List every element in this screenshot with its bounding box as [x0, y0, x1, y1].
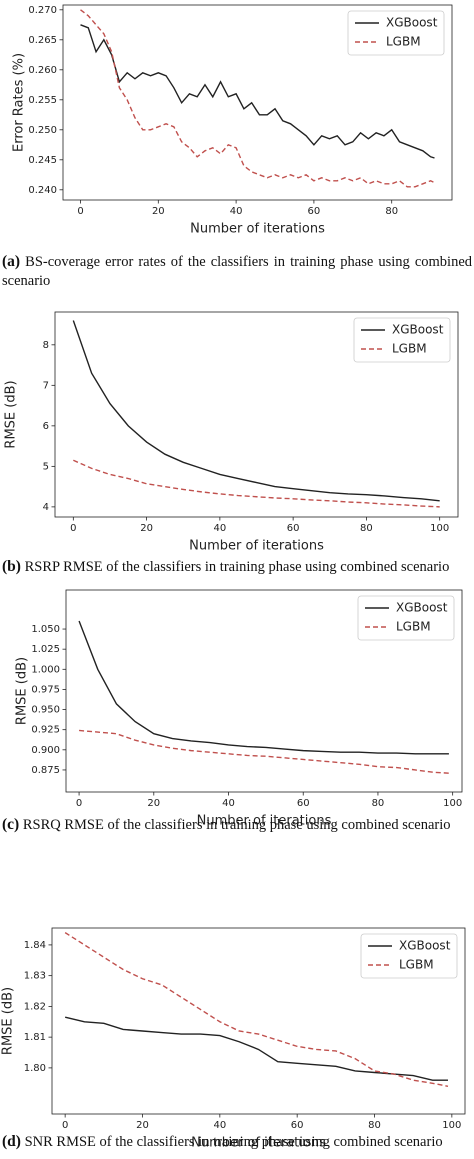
caption-label: (a) — [2, 253, 21, 270]
legend-label: LGBM — [392, 342, 427, 356]
y-tick-label: 1.81 — [24, 1032, 46, 1043]
series-line — [80, 24, 435, 159]
legend: XGBoost LGBM — [360, 933, 458, 979]
x-tick-label: 60 — [291, 1120, 304, 1131]
x-tick-label: 80 — [372, 798, 385, 809]
legend-label: LGBM — [386, 35, 421, 49]
y-tick-label: 0.950 — [31, 705, 60, 716]
series-line — [80, 9, 435, 188]
plot-frame — [65, 589, 463, 793]
series-line — [64, 932, 449, 1088]
legend: XGBoost LGBM — [353, 317, 451, 363]
x-tick-label: 80 — [368, 1120, 381, 1131]
legend-label: XGBoost — [399, 939, 451, 953]
x-tick-label: 100 — [430, 523, 449, 534]
legend-label: XGBoost — [396, 601, 448, 615]
series-line — [78, 620, 449, 755]
x-tick-label: 0 — [76, 798, 82, 809]
y-axis-label: RMSE (dB) — [1, 987, 16, 1055]
y-tick-label: 1.050 — [31, 624, 60, 635]
y-tick-label: 0.270 — [28, 5, 57, 16]
plot-frame — [51, 927, 466, 1115]
y-tick-label: 0.925 — [31, 725, 60, 736]
caption: (a) BS-coverage error rates of the class… — [2, 252, 472, 291]
legend-box — [347, 10, 445, 56]
y-tick-label: 1.84 — [24, 940, 46, 951]
y-tick-label: 0.250 — [28, 125, 57, 136]
x-tick-label: 0 — [77, 206, 83, 217]
x-tick-label: 60 — [308, 206, 321, 217]
caption-label: (c) — [2, 816, 20, 833]
x-tick-label: 20 — [147, 798, 160, 809]
legend-box — [353, 317, 451, 363]
caption-text: RSRP RMSE of the classifiers in training… — [24, 559, 450, 575]
y-tick-label: 0.975 — [31, 684, 60, 695]
x-tick-label: 60 — [297, 798, 310, 809]
x-tick-label: 40 — [213, 1120, 226, 1131]
y-tick-label: 0.260 — [28, 65, 57, 76]
x-axis-label: Number of iterations — [190, 222, 325, 237]
x-tick-label: 40 — [230, 206, 243, 217]
y-tick-label: 0.240 — [28, 185, 57, 196]
x-tick-label: 20 — [152, 206, 165, 217]
y-tick-label: 0.875 — [31, 765, 60, 776]
y-tick-label: 4 — [43, 502, 49, 513]
x-tick-label: 0 — [62, 1120, 68, 1131]
caption-label: (b) — [2, 558, 21, 575]
caption-text: BS-coverage error rates of the classifie… — [2, 254, 473, 289]
x-axis-label: Number of iterations — [191, 1136, 326, 1151]
legend-label: LGBM — [399, 958, 434, 972]
legend-box — [360, 933, 458, 979]
caption-text: SNR RMSE of the classifiers in training … — [24, 1134, 443, 1150]
caption: (d) SNR RMSE of the classifiers in train… — [2, 1132, 472, 1152]
x-axis-label: Number of iterations — [197, 814, 332, 829]
caption-text: RSRQ RMSE of the classifiers in training… — [22, 817, 451, 833]
x-tick-label: 20 — [136, 1120, 149, 1131]
legend-label: XGBoost — [392, 323, 444, 337]
y-tick-label: 1.000 — [31, 664, 60, 675]
plot-frame — [54, 311, 459, 518]
y-tick-label: 0.255 — [28, 95, 57, 106]
caption: (c) RSRQ RMSE of the classifiers in trai… — [2, 815, 472, 835]
legend: XGBoost LGBM — [347, 10, 445, 56]
caption: (b) RSRP RMSE of the classifiers in trai… — [2, 557, 472, 577]
series-line — [64, 1016, 448, 1081]
x-tick-label: 80 — [360, 523, 373, 534]
series-line — [72, 320, 440, 502]
y-tick-label: 8 — [43, 340, 49, 351]
y-tick-label: 0.900 — [31, 745, 60, 756]
y-tick-label: 6 — [43, 421, 49, 432]
legend-box — [357, 595, 455, 641]
legend-label: XGBoost — [386, 16, 438, 30]
y-axis-label: RMSE (dB) — [15, 657, 30, 725]
legend-label: LGBM — [396, 620, 431, 634]
x-axis-label: Number of iterations — [189, 539, 324, 554]
series-line — [79, 729, 449, 774]
x-tick-label: 0 — [70, 523, 76, 534]
y-axis-label: RMSE (dB) — [4, 380, 19, 448]
x-tick-label: 40 — [213, 523, 226, 534]
y-tick-label: 0.265 — [28, 35, 57, 46]
legend: XGBoost LGBM — [357, 595, 455, 641]
x-tick-label: 100 — [443, 798, 462, 809]
plot-frame — [62, 4, 453, 201]
series-line — [73, 459, 440, 508]
x-tick-label: 60 — [287, 523, 300, 534]
y-tick-label: 1.025 — [31, 644, 60, 655]
x-tick-label: 20 — [140, 523, 153, 534]
x-tick-label: 100 — [442, 1120, 461, 1131]
y-tick-label: 0.245 — [28, 155, 57, 166]
caption-label: (d) — [2, 1133, 21, 1150]
y-tick-label: 5 — [43, 461, 49, 472]
y-tick-label: 1.83 — [24, 971, 46, 982]
x-tick-label: 80 — [385, 206, 398, 217]
x-tick-label: 40 — [222, 798, 235, 809]
y-axis-label: Error Rates (%) — [12, 53, 27, 152]
y-tick-label: 1.80 — [24, 1063, 46, 1074]
y-tick-label: 7 — [43, 380, 49, 391]
y-tick-label: 1.82 — [24, 1001, 46, 1012]
